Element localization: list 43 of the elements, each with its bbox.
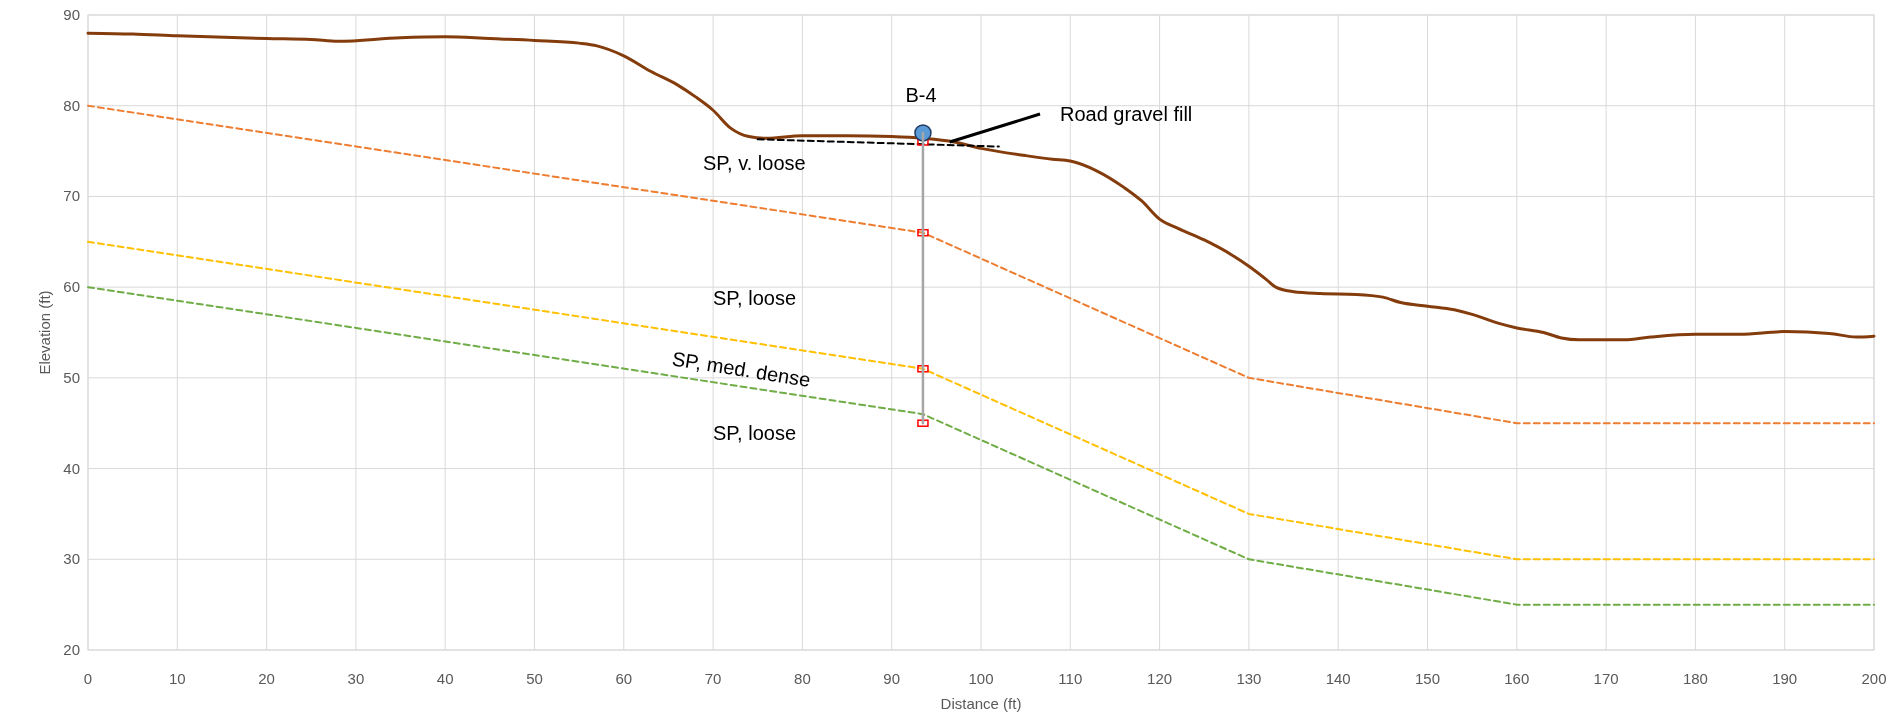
x-tick-label: 120 — [1147, 670, 1173, 687]
x-tick-label: 140 — [1325, 670, 1351, 687]
x-tick-label: 160 — [1504, 670, 1530, 687]
y-tick-label: 50 — [63, 368, 80, 386]
x-tick-label: 60 — [615, 670, 633, 687]
x-tick-label: 10 — [168, 670, 186, 687]
y-tick-label: 80 — [63, 96, 80, 114]
annotation: Road gravel fill — [1060, 103, 1193, 126]
x-tick-label: 30 — [347, 670, 365, 687]
annotation: SP, loose — [713, 422, 797, 445]
y-tick-label: 70 — [63, 187, 80, 205]
x-tick-label: 80 — [794, 670, 811, 687]
y-tick-label: 90 — [63, 6, 80, 23]
x-tick-label: 20 — [258, 670, 275, 687]
x-tick-label: 190 — [1772, 670, 1798, 687]
x-tick-label: 170 — [1593, 670, 1619, 687]
x-tick-label: 180 — [1682, 670, 1708, 687]
x-tick-label: 150 — [1414, 670, 1441, 687]
point — [917, 228, 929, 237]
line-series — [87, 240, 1875, 561]
point — [914, 124, 932, 142]
annotation: SP, v. loose — [703, 152, 806, 175]
annotation: B-4 — [905, 84, 937, 107]
line-series — [86, 31, 1876, 342]
x-tick-label: 130 — [1236, 670, 1262, 687]
y-tick-label: 20 — [63, 641, 80, 658]
y-tick-label: 40 — [63, 459, 80, 477]
x-tick-label: 90 — [883, 670, 901, 687]
y-tick-label: 30 — [63, 550, 80, 568]
annotation: SP, med. dense — [670, 347, 812, 392]
y-axis-title: Elevation (ft) — [36, 290, 53, 375]
x-tick-label: 0 — [83, 670, 93, 687]
x-tick-label: 70 — [704, 670, 722, 687]
x-tick-label: 40 — [436, 670, 454, 687]
y-tick-label: 60 — [63, 278, 80, 296]
line-series — [87, 286, 1875, 606]
x-tick-label: 200 — [1861, 670, 1887, 687]
x-axis-title: Distance (ft) — [940, 695, 1022, 712]
line-series — [87, 104, 1875, 425]
x-tick-label: 110 — [1058, 670, 1083, 687]
annotation: SP, loose — [713, 287, 797, 310]
x-tick-label: 50 — [526, 670, 543, 687]
x-tick-label: 100 — [968, 670, 994, 687]
